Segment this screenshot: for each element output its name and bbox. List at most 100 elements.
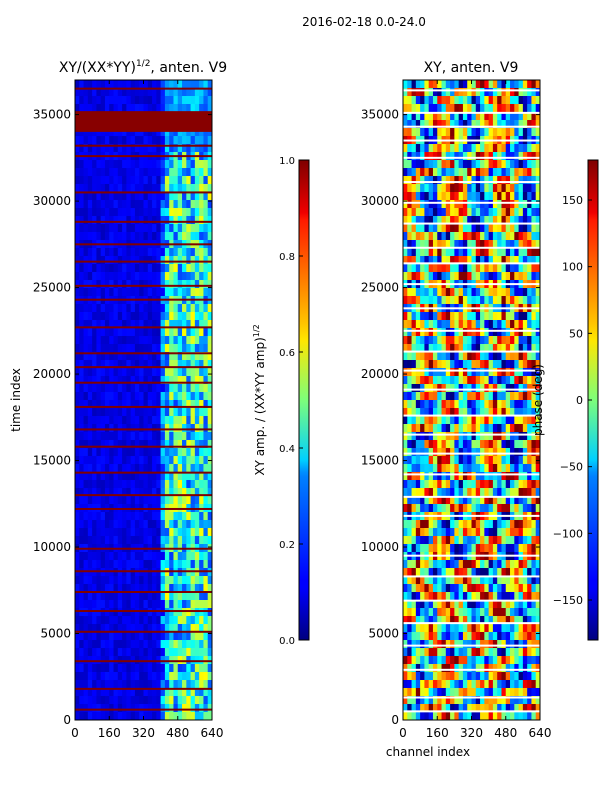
heatmap-cell [488, 328, 494, 337]
heatmap-cell [492, 560, 498, 569]
heatmap-cell [458, 480, 464, 489]
heatmap-cell [100, 472, 106, 481]
heatmap-cell [147, 368, 153, 377]
heatmap-cell [492, 656, 498, 665]
heatmap-cell [147, 632, 153, 641]
heatmap-cell [194, 376, 200, 385]
heatmap-cell [194, 144, 200, 153]
heatmap-cell [424, 384, 430, 393]
heatmap-cell [471, 384, 477, 393]
heatmap-cell [130, 280, 136, 289]
heatmap-cell [104, 632, 110, 641]
heatmap-cell [475, 96, 481, 105]
heatmap-cell [488, 264, 494, 273]
heatmap-cell [428, 192, 434, 201]
heatmap-cell [445, 592, 451, 601]
heatmap-cell [203, 224, 209, 233]
heatmap-cell [501, 184, 507, 193]
heatmap-cell [411, 520, 417, 529]
heatmap-cell [117, 664, 123, 673]
heatmap-cell [531, 616, 537, 625]
heatmap-cell [531, 168, 537, 177]
heatmap-cell [199, 104, 204, 113]
heatmap-cell [75, 432, 80, 441]
heatmap-cell [87, 400, 93, 409]
heatmap-cell [492, 648, 498, 657]
heatmap-cell [480, 592, 485, 601]
heatmap-cell [441, 520, 447, 529]
heatmap-cell [152, 368, 157, 377]
heatmap-cell [164, 520, 170, 529]
heatmap-cell [87, 344, 93, 353]
heatmap-cell [488, 432, 494, 441]
heatmap-cell [152, 672, 157, 681]
heatmap-cell [160, 520, 166, 529]
heatmap-cell [488, 104, 494, 113]
heatmap-cell [92, 520, 97, 529]
heatmap-cell [531, 488, 537, 497]
heatmap-cell [143, 352, 149, 361]
heatmap-cell [203, 712, 209, 720]
heatmap-cell [143, 552, 149, 561]
heatmap-cell [113, 472, 119, 481]
heatmap-cell [467, 640, 472, 649]
heatmap-cell [445, 240, 451, 249]
heatmap-cell [488, 384, 494, 393]
heatmap-cell [87, 448, 93, 457]
heatmap-cell [407, 360, 413, 369]
heatmap-cell [484, 200, 490, 209]
heatmap-cell [415, 320, 421, 329]
heatmap-cell [96, 472, 102, 481]
heatmap-cell [109, 712, 115, 720]
heatmap-cell [147, 232, 153, 241]
heatmap-cell [173, 224, 179, 233]
heatmap-cell [437, 272, 443, 281]
heatmap-cell [122, 104, 127, 113]
heatmap-cell [411, 528, 417, 537]
heatmap-cell [194, 360, 200, 369]
heatmap-cell [458, 376, 464, 385]
heatmap-cell [441, 408, 447, 417]
heatmap-cell [467, 632, 472, 641]
heatmap-cell [194, 368, 200, 377]
heatmap-cell [160, 376, 166, 385]
heatmap-cell [514, 480, 520, 489]
heatmap-cell [92, 376, 97, 385]
heatmap-cell [531, 320, 537, 329]
heatmap-cell [147, 488, 153, 497]
heatmap-cell [194, 576, 200, 585]
heatmap-cell [480, 608, 485, 617]
heatmap-cell [92, 400, 97, 409]
heatmap-cell [450, 432, 455, 441]
heatmap-cell [428, 408, 434, 417]
heatmap-cell [130, 224, 136, 233]
heatmap-cell [109, 688, 115, 697]
heatmap-cell [126, 672, 132, 681]
heatmap-cell [194, 96, 200, 105]
heatmap-cell [484, 592, 490, 601]
heatmap-cell [169, 208, 174, 217]
heatmap-cell [510, 256, 515, 265]
heatmap-cell [514, 216, 520, 225]
heatmap-cell [139, 488, 144, 497]
heatmap-cell [450, 632, 455, 641]
heatmap-cell [514, 248, 520, 257]
heatmap-cell [113, 176, 119, 185]
heatmap-cell [458, 632, 464, 641]
heatmap-cell [152, 80, 157, 89]
heatmap-cell [471, 464, 477, 473]
heatmap-cell [432, 528, 438, 537]
heatmap-cell [92, 592, 97, 601]
heatmap-cell [424, 168, 430, 177]
heatmap-cell [117, 560, 123, 569]
heatmap-cell [424, 296, 430, 305]
heatmap-cell [160, 672, 166, 681]
heatmap-cell [462, 464, 468, 473]
heatmap-cell [164, 392, 170, 401]
heatmap-cell [169, 680, 174, 689]
heatmap-cell [113, 616, 119, 625]
heatmap-cell [480, 328, 485, 337]
heatmap-cell [462, 208, 468, 217]
heatmap-cell [207, 104, 212, 113]
heatmap-cell [96, 392, 102, 401]
